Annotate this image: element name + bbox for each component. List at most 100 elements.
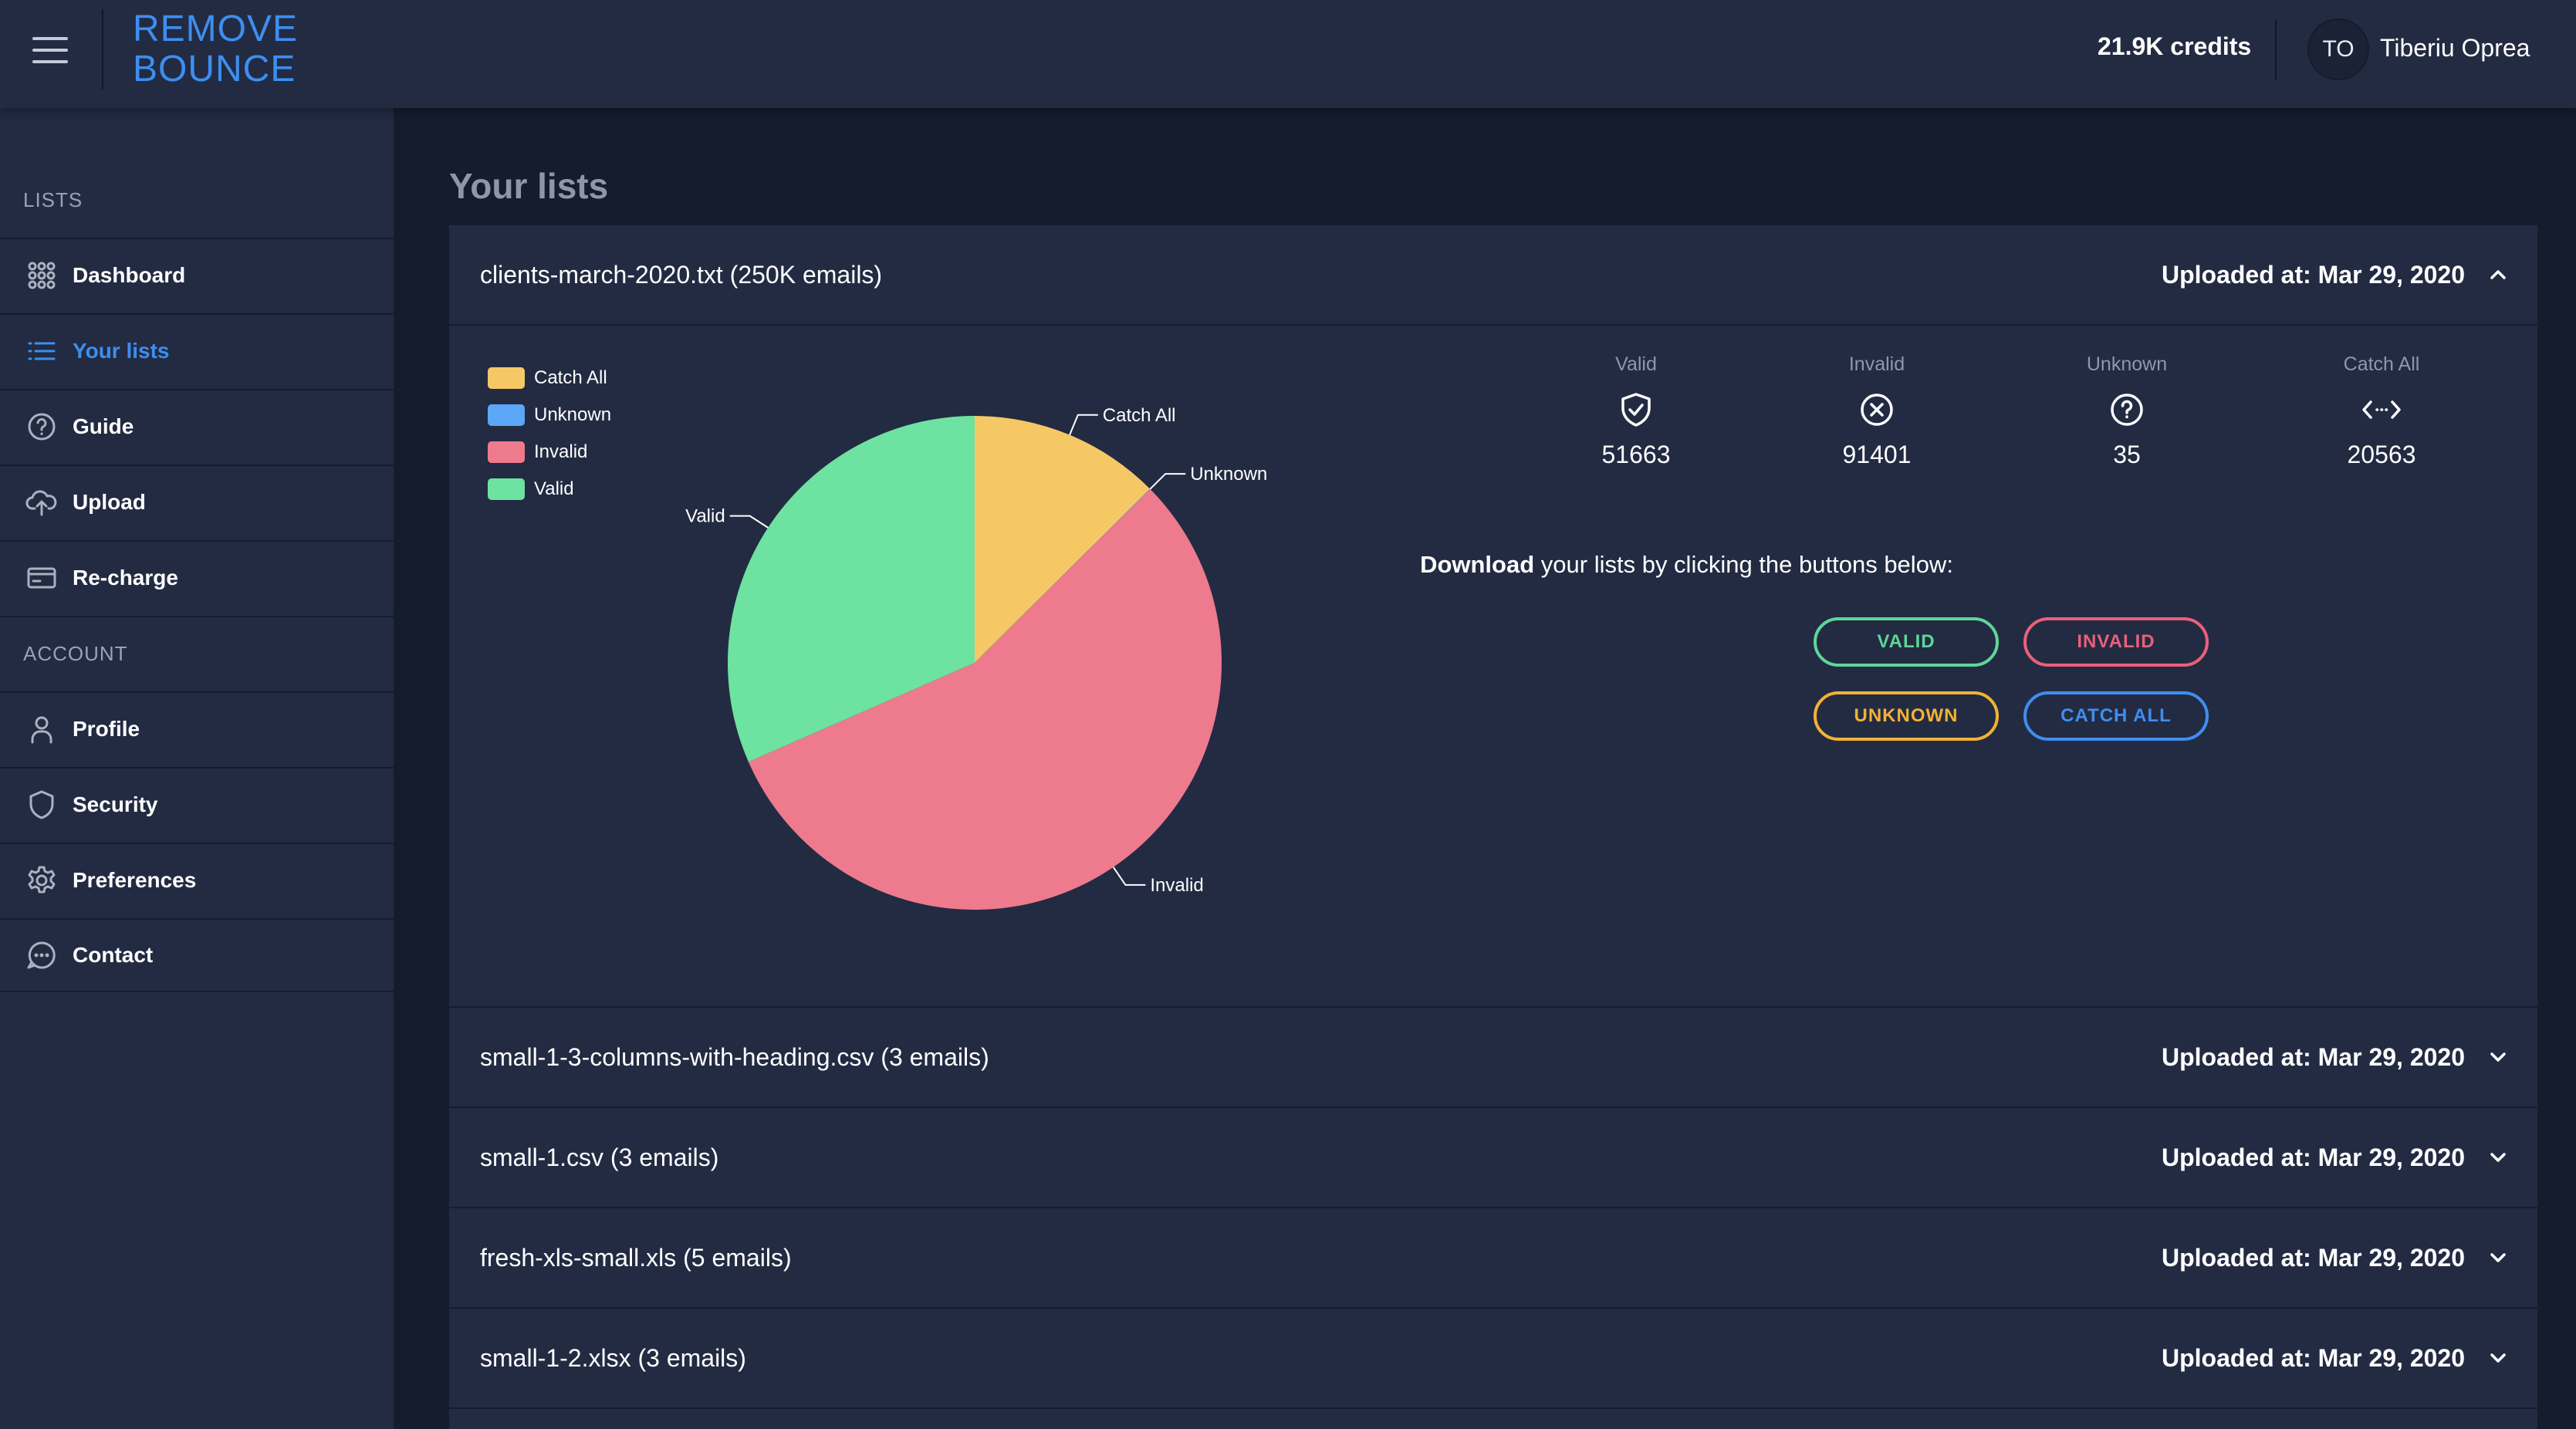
list-panel-header[interactable]: small-1-2.xlsx (3 emails) Uploaded at: M…: [449, 1309, 2537, 1407]
pie-slice-invalid[interactable]: [748, 488, 1222, 910]
download-unknown-button[interactable]: UNKNOWN: [1814, 691, 1999, 741]
stat-label: Unknown: [2086, 353, 2168, 375]
top-bar: REMOVE BOUNCE 21.9K credits TO Tiberiu O…: [0, 0, 2576, 108]
sidebar-item-label: Dashboard: [73, 263, 186, 287]
upload-date: Uploaded at: Mar 29, 2020: [2161, 1143, 2465, 1171]
list-panel-header[interactable]: fresh-xls-small.xls (5 emails) Uploaded …: [449, 1208, 2537, 1307]
chevron-down-icon[interactable]: [2488, 1348, 2508, 1368]
sidebar-item-security[interactable]: Security: [0, 767, 394, 841]
sidebar-item-label: Your lists: [73, 339, 170, 363]
cloud-upload-icon: [23, 484, 60, 521]
list-panel-collapsed[interactable]: small-1.csv (3 emails) Uploaded at: Mar …: [449, 1108, 2537, 1207]
page-title: Your lists: [449, 166, 609, 206]
legend-swatch: [488, 441, 525, 463]
pie-chart: Catch All Unknown Invalid Valid: [685, 405, 1267, 910]
stat-label: Catch All: [2343, 353, 2420, 375]
list-panel-header[interactable]: small-1-3-columns-with-heading.csv (3 em…: [449, 1008, 2537, 1106]
question-circle-icon: [23, 408, 60, 445]
stat-invalid: Invalid 91401: [1776, 353, 1977, 469]
legend-label: Unknown: [534, 404, 612, 425]
stat-unknown: Unknown 35: [2027, 353, 2227, 469]
pie-label-catch-all: Catch All: [1103, 405, 1176, 426]
pie-leader-line: [1112, 867, 1146, 886]
pie-leader-line: [1069, 414, 1098, 435]
sidebar-item-label: Security: [73, 792, 158, 816]
legend-label: Valid: [534, 478, 574, 499]
download-rest: your lists by clicking the buttons below…: [1534, 551, 1953, 578]
sidebar-item-label: Upload: [73, 490, 146, 514]
shield-icon: [23, 786, 60, 823]
legend-label: Catch All: [534, 367, 607, 388]
sidebar-item-label: Profile: [73, 717, 140, 741]
code-arrows-icon: [2281, 391, 2482, 428]
stat-label: Valid: [1615, 353, 1657, 375]
chevron-down-icon[interactable]: [2488, 1147, 2508, 1167]
stat-label: Invalid: [1848, 353, 1905, 375]
legend-label: Invalid: [534, 441, 588, 462]
sidebar-item-label: Contact: [73, 943, 154, 967]
sidebar-item-contact[interactable]: Contact: [0, 918, 394, 992]
chevron-down-icon[interactable]: [2488, 1248, 2508, 1268]
divider: [449, 324, 2537, 326]
pie-label-valid: Valid: [685, 506, 725, 527]
sidebar-item-guide[interactable]: Guide: [0, 389, 394, 463]
list-panel-header[interactable]: small-1.csv (3 emails) Uploaded at: Mar …: [449, 1108, 2537, 1207]
sidebar-item-preferences[interactable]: Preferences: [0, 843, 394, 917]
legend-item-invalid[interactable]: Invalid: [488, 434, 611, 471]
credits-balance: 21.9K credits: [2098, 32, 2252, 60]
chart-legend: Catch All Unknown Invalid Valid: [488, 360, 611, 508]
list-panel-collapsed[interactable]: small-1-3-columns-with-heading.csv (3 em…: [449, 1008, 2537, 1106]
pie-slice-valid[interactable]: [728, 416, 975, 762]
avatar[interactable]: TO: [2307, 19, 2369, 80]
legend-item-valid[interactable]: Valid: [488, 471, 611, 508]
sidebar: LISTS Dashboard Your lists: [0, 108, 394, 1429]
stat-value: 20563: [2347, 441, 2416, 468]
file-name: small-1.csv (3 emails): [480, 1143, 719, 1171]
pie-leader-line: [729, 515, 769, 529]
list-panel-header[interactable]: clients-march-2020.txt (250K emails) Upl…: [449, 225, 2537, 324]
chat-icon: [23, 937, 60, 974]
chevron-down-icon[interactable]: [2488, 1047, 2508, 1067]
list-icon: [23, 333, 60, 370]
download-instructions: Download your lists by clicking the butt…: [1221, 551, 2152, 579]
sidebar-item-label: Preferences: [73, 868, 197, 892]
pie-slice-unknown[interactable]: [975, 488, 1151, 663]
gear-icon: [23, 862, 60, 899]
download-valid-button[interactable]: VALID: [1814, 617, 1999, 667]
sidebar-item-your-lists[interactable]: Your lists: [0, 313, 394, 387]
upload-date: Uploaded at: Mar 29, 2020: [2161, 1243, 2465, 1272]
file-name: clients-march-2020.txt (250K emails): [480, 260, 883, 289]
chevron-up-icon[interactable]: [2488, 265, 2508, 285]
stat-value: 35: [2113, 441, 2141, 468]
divider: [2275, 20, 2277, 80]
logo[interactable]: REMOVE BOUNCE: [133, 9, 298, 90]
sidebar-item-recharge[interactable]: Re-charge: [0, 540, 394, 614]
legend-item-unknown[interactable]: Unknown: [488, 397, 611, 434]
download-catch-all-button[interactable]: CATCH ALL: [2023, 691, 2209, 741]
download-invalid-button[interactable]: INVALID: [2023, 617, 2209, 667]
sidebar-heading-lists: LISTS: [23, 188, 83, 211]
file-name: small-1-3-columns-with-heading.csv (3 em…: [480, 1042, 989, 1071]
pie-slice-catch-all[interactable]: [975, 416, 1151, 663]
user-icon: [23, 711, 60, 748]
pie-label-unknown: Unknown: [1190, 464, 1267, 485]
sidebar-item-dashboard[interactable]: Dashboard: [0, 238, 394, 312]
stat-value: 51663: [1601, 441, 1671, 468]
upload-date: Uploaded at: Mar 29, 2020: [2161, 260, 2465, 289]
sidebar-item-upload[interactable]: Upload: [0, 465, 394, 539]
user-name[interactable]: Tiberiu Oprea: [2380, 34, 2530, 62]
sidebar-heading-account: ACCOUNT: [23, 641, 128, 665]
legend-item-catch-all[interactable]: Catch All: [488, 360, 611, 397]
list-panel-collapsed[interactable]: small-1-2.xlsx (3 emails) Uploaded at: M…: [449, 1309, 2537, 1429]
stat-catch-all: Catch All 20563: [2281, 353, 2482, 469]
pie-label-invalid: Invalid: [1150, 875, 1203, 896]
download-bold: Download: [1420, 551, 1535, 578]
shield-check-icon: [1536, 391, 1736, 428]
divider: [449, 1407, 2537, 1409]
file-name: fresh-xls-small.xls (5 emails): [480, 1243, 792, 1272]
legend-swatch: [488, 367, 525, 389]
list-panel-collapsed[interactable]: fresh-xls-small.xls (5 emails) Uploaded …: [449, 1208, 2537, 1307]
hamburger-menu-icon[interactable]: [32, 37, 68, 63]
sidebar-item-profile[interactable]: Profile: [0, 691, 394, 765]
question-circle-icon: [2027, 391, 2227, 428]
